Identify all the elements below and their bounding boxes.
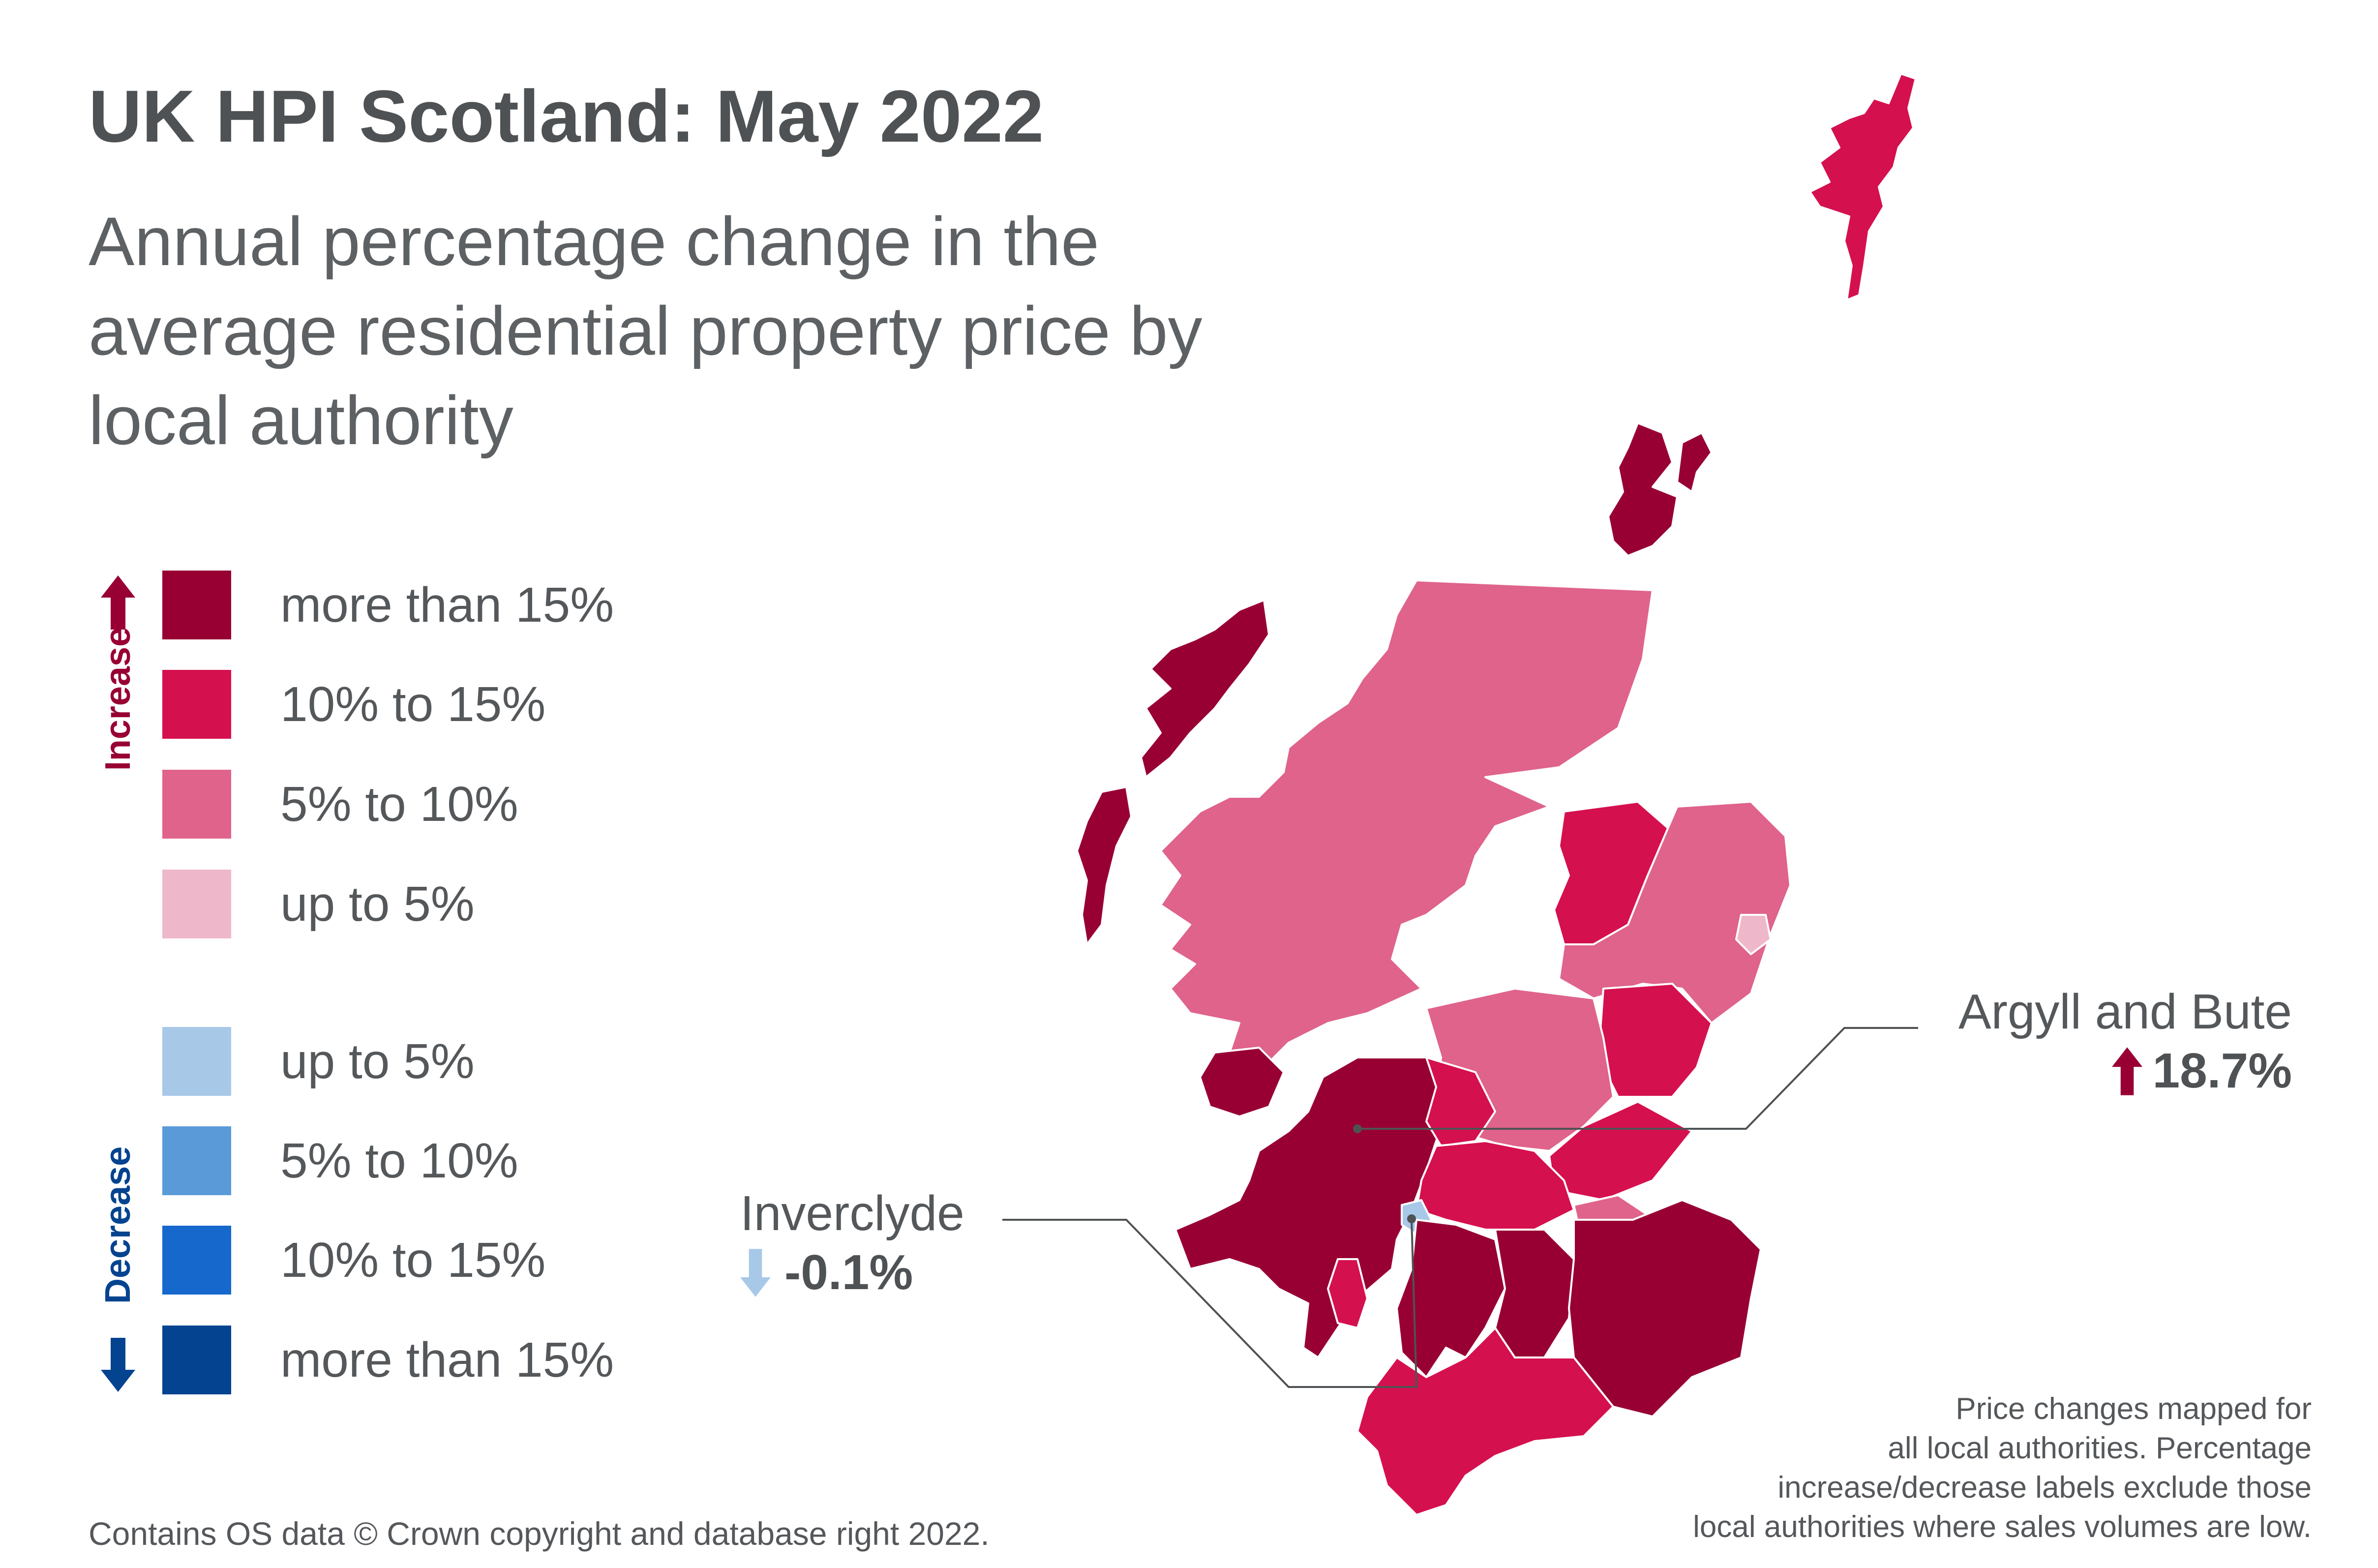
legend-swatch [162, 870, 231, 938]
legend-swatch [162, 1027, 231, 1096]
inverclyde-leader-line [1002, 1219, 1418, 1388]
page-title: UK HPI Scotland: May 2022 [89, 75, 1044, 157]
argyll-callout-value-group: 18.7% [2112, 1043, 2292, 1099]
mull-region [1199, 1047, 1285, 1117]
inverclyde-marker [1407, 1214, 1416, 1223]
legend-item: 10% to 15% [162, 670, 545, 739]
legend-swatch [162, 770, 231, 839]
western-isles-region [1140, 599, 1270, 778]
legend-label: up to 5% [280, 1033, 475, 1089]
legend-label: 5% to 10% [280, 776, 518, 832]
arrow-up-icon [101, 575, 135, 630]
legend-item: 10% to 15% [162, 1226, 545, 1295]
arrow-down-icon [740, 1248, 771, 1297]
dundee-fife-region [1548, 1101, 1693, 1201]
argyll-leader-line [1357, 1027, 1918, 1130]
highland-region [1160, 579, 1654, 1073]
legend-label: more than 15% [280, 1332, 614, 1387]
legend-swatch [162, 1226, 231, 1295]
footnote-line: local authorities where sales volumes ar… [1693, 1510, 2312, 1544]
arrow-down-icon [101, 1338, 135, 1392]
arran-region [1327, 1258, 1368, 1329]
legend-swatch [162, 1126, 231, 1195]
argyll-marker [1353, 1124, 1362, 1133]
orkney-north-isles [1676, 432, 1713, 493]
borders-region [1568, 1199, 1762, 1417]
argyll-callout-value: 18.7% [2152, 1043, 2292, 1098]
inverclyde-callout-name: Inverclyde [740, 1186, 964, 1241]
footnote-line: Price changes mapped for [1956, 1392, 2312, 1426]
legend-label: 10% to 15% [280, 1232, 546, 1288]
inverclyde-callout-value: -0.1% [784, 1245, 913, 1300]
legend-label: 5% to 10% [280, 1133, 518, 1188]
legend-label: more than 15% [280, 577, 614, 633]
legend-item: up to 5% [162, 1027, 475, 1096]
footnote-line: increase/decrease labels exclude those [1777, 1471, 2312, 1505]
legend-swatch [162, 670, 231, 739]
western-isles-south [1076, 786, 1132, 945]
ayrshire-region [1396, 1219, 1506, 1378]
orkney-region [1607, 422, 1678, 557]
legend-item: 5% to 10% [162, 770, 518, 839]
legend-item: more than 15% [162, 571, 614, 639]
page-subtitle: Annual percentage change in the average … [89, 203, 1203, 459]
footnote: Price changes mapped for all local autho… [1475, 1389, 2312, 1547]
copyright-notice: Contains OS data © Crown copyright and d… [89, 1515, 990, 1552]
dumfries-galloway-region [1356, 1327, 1614, 1516]
shetland-region [1809, 73, 1917, 301]
footnote-line: all local authorities. Percentage [1888, 1431, 2312, 1465]
legend-item: 5% to 10% [162, 1126, 518, 1195]
legend-label: up to 5% [280, 876, 475, 932]
legend-item: up to 5% [162, 870, 475, 938]
arrow-up-icon [2112, 1047, 2143, 1095]
legend-label: 10% to 15% [280, 676, 546, 732]
lanarkshire-region [1494, 1229, 1575, 1358]
argyll-callout-name: Argyll and Bute [1958, 984, 2292, 1039]
inverclyde-callout-value-group: -0.1% [740, 1244, 913, 1301]
legend-item: more than 15% [162, 1326, 614, 1394]
aberdeen-city-region [1735, 914, 1772, 955]
legend-swatch [162, 571, 231, 639]
legend-swatch [162, 1326, 231, 1394]
